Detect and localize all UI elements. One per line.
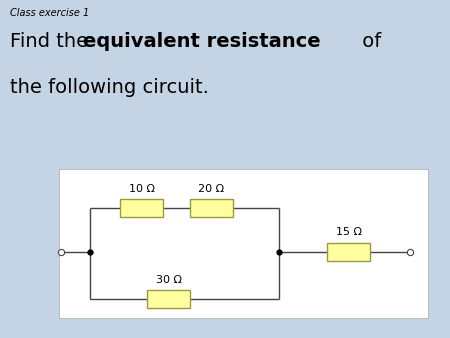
Text: equivalent resistance: equivalent resistance xyxy=(83,32,321,51)
Bar xyxy=(148,290,190,308)
Bar xyxy=(190,199,233,217)
Bar xyxy=(328,243,370,261)
Bar xyxy=(121,199,163,217)
Bar xyxy=(58,169,428,318)
Text: 10 Ω: 10 Ω xyxy=(129,184,155,193)
Text: 15 Ω: 15 Ω xyxy=(336,227,362,237)
Text: 20 Ω: 20 Ω xyxy=(198,184,225,193)
Text: Class exercise 1: Class exercise 1 xyxy=(10,8,89,19)
Text: 30 Ω: 30 Ω xyxy=(156,275,182,285)
Text: the following circuit.: the following circuit. xyxy=(10,78,209,97)
Text: of: of xyxy=(356,32,381,51)
Text: Find the: Find the xyxy=(10,32,94,51)
